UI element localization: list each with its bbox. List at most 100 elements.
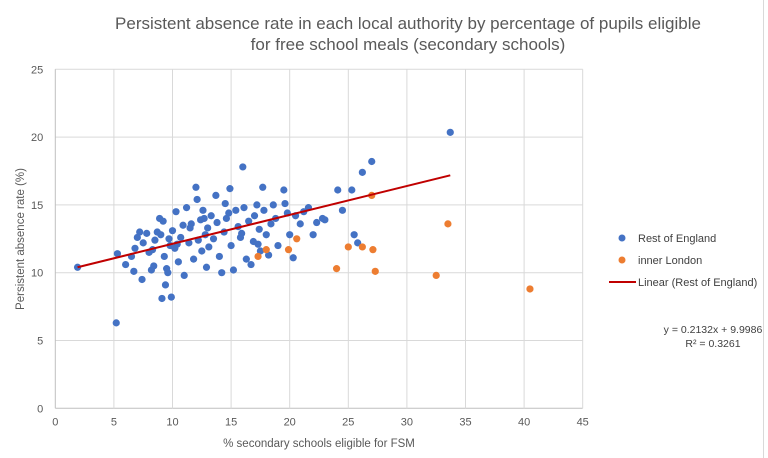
point-inner-london — [371, 267, 379, 275]
point-rest-of-england — [218, 269, 226, 277]
point-rest-of-england — [151, 236, 159, 244]
point-rest-of-england — [164, 269, 172, 277]
point-rest-of-england — [112, 319, 120, 327]
x-tick-label: 45 — [577, 416, 589, 428]
point-rest-of-england — [133, 233, 141, 242]
y-tick-label: 10 — [31, 268, 43, 280]
x-tick-label: 35 — [459, 416, 471, 428]
chart-title-line-2: for free school meals (secondary schools… — [251, 35, 566, 54]
point-rest-of-england — [289, 254, 297, 262]
trendline — [77, 174, 451, 269]
point-inner-london — [444, 220, 452, 228]
point-rest-of-england — [239, 163, 247, 171]
point-rest-of-england — [350, 231, 358, 239]
point-rest-of-england — [260, 206, 268, 214]
point-rest-of-england — [122, 260, 130, 269]
point-rest-of-england — [161, 281, 170, 289]
point-rest-of-england — [309, 231, 317, 239]
legend-label-linear: Linear (Rest of England) — [638, 277, 757, 289]
point-rest-of-england — [229, 266, 238, 274]
point-rest-of-england — [150, 262, 158, 270]
point-rest-of-england — [160, 252, 168, 261]
point-rest-of-england — [209, 235, 218, 243]
chart-title-line-1: Persistent absence rate in each local au… — [115, 14, 701, 33]
y-tick-label: 0 — [37, 403, 43, 415]
point-rest-of-england — [221, 199, 229, 208]
point-rest-of-england — [227, 241, 235, 250]
point-rest-of-england — [238, 229, 246, 237]
point-rest-of-england — [73, 263, 82, 271]
point-rest-of-england — [136, 228, 144, 236]
legend-marker-rest-of-england — [618, 234, 626, 242]
point-inner-london — [284, 246, 293, 254]
point-rest-of-england — [321, 216, 329, 224]
y-tick-label: 5 — [37, 336, 43, 348]
point-rest-of-england — [130, 267, 138, 275]
point-rest-of-england — [262, 231, 270, 239]
point-rest-of-england — [172, 208, 180, 216]
point-rest-of-england — [212, 191, 220, 200]
point-rest-of-england — [113, 250, 122, 258]
point-rest-of-england — [177, 233, 185, 242]
y-axis-label: Persistent absence rate (%) — [15, 168, 27, 310]
point-rest-of-england — [255, 225, 263, 233]
point-rest-of-england — [286, 231, 294, 239]
point-rest-of-england — [157, 231, 165, 239]
point-rest-of-england — [259, 183, 267, 191]
x-tick-label: 25 — [342, 416, 354, 428]
point-rest-of-england — [204, 224, 212, 232]
point-rest-of-england — [205, 243, 213, 251]
point-inner-london — [526, 285, 534, 293]
point-rest-of-england — [226, 185, 234, 193]
point-rest-of-england — [250, 212, 259, 220]
point-rest-of-england — [334, 186, 342, 194]
point-rest-of-england — [225, 209, 233, 217]
point-rest-of-england — [174, 258, 182, 266]
point-rest-of-england — [186, 224, 194, 232]
trendline-equation: y = 0.2132x + 9.9986 — [664, 324, 763, 336]
point-inner-london — [332, 265, 341, 273]
point-rest-of-england — [256, 247, 264, 255]
point-rest-of-england — [193, 195, 201, 204]
data-points — [73, 128, 534, 327]
point-rest-of-england — [348, 186, 356, 194]
point-rest-of-england — [354, 239, 362, 247]
point-inner-london — [369, 246, 377, 254]
trendline-r-squared: R² = 0.3261 — [685, 338, 740, 350]
y-tick-label: 20 — [31, 132, 43, 144]
point-rest-of-england — [198, 247, 206, 255]
point-rest-of-england — [232, 206, 240, 214]
point-inner-london — [358, 243, 366, 251]
x-tick-label: 30 — [401, 416, 413, 428]
point-rest-of-england — [446, 128, 454, 136]
gridlines — [54, 68, 584, 409]
point-rest-of-england — [139, 239, 147, 247]
point-rest-of-england — [159, 217, 167, 225]
point-rest-of-england — [182, 204, 191, 212]
point-rest-of-england — [313, 218, 321, 227]
point-rest-of-england — [368, 157, 376, 166]
point-rest-of-england — [254, 240, 262, 248]
point-rest-of-england — [180, 271, 188, 280]
point-rest-of-england — [199, 206, 207, 214]
point-rest-of-england — [189, 255, 198, 263]
point-rest-of-england — [265, 251, 273, 259]
point-rest-of-england — [245, 217, 253, 225]
point-rest-of-england — [358, 168, 366, 176]
point-rest-of-england — [192, 183, 200, 191]
point-rest-of-england — [158, 294, 166, 303]
point-rest-of-england — [200, 214, 208, 223]
point-rest-of-england — [269, 201, 277, 209]
point-rest-of-england — [167, 293, 175, 301]
point-rest-of-england — [296, 220, 304, 228]
point-rest-of-england — [222, 214, 231, 223]
point-rest-of-england — [253, 201, 261, 209]
chart-border — [763, 0, 764, 458]
point-inner-london — [262, 246, 270, 254]
point-rest-of-england — [202, 263, 211, 271]
x-tick-label: 40 — [518, 416, 530, 428]
point-rest-of-england — [267, 220, 275, 228]
point-rest-of-england — [207, 212, 215, 220]
